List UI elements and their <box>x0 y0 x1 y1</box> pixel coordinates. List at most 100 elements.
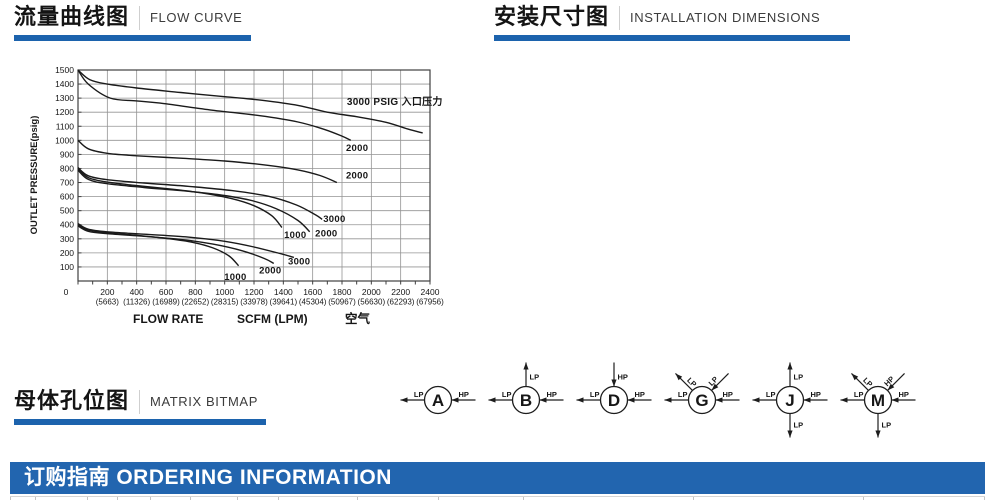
port-left-lp: LP <box>664 390 689 403</box>
port-left-lp: LP <box>752 390 777 403</box>
port-ur-hp: HP <box>882 373 905 391</box>
port-left-lp: LP <box>400 390 425 403</box>
svg-text:HP: HP <box>899 390 909 399</box>
curve-outlet800-inlet1000 <box>77 167 283 228</box>
svg-text:1000: 1000 <box>284 230 306 241</box>
svg-text:3000: 3000 <box>323 214 345 225</box>
flow-curve-header: 流量曲线图 FLOW CURVE <box>14 4 251 41</box>
svg-text:900: 900 <box>60 149 74 159</box>
svg-text:1200: 1200 <box>245 287 264 297</box>
matrix-diagram-D: HP LP HP D <box>576 362 652 415</box>
svg-text:1000: 1000 <box>215 287 234 297</box>
svg-text:300: 300 <box>60 234 74 244</box>
svg-text:(39641): (39641) <box>270 298 298 307</box>
table-column-border <box>35 497 36 500</box>
port-left-lp: LP <box>840 390 865 403</box>
matrix-diagram-B: LP LP HP B <box>488 362 564 415</box>
port-right-hp: HP <box>627 390 652 403</box>
svg-text:FLOW RATE: FLOW RATE <box>133 312 203 326</box>
svg-text:1300: 1300 <box>55 93 74 103</box>
svg-text:LP: LP <box>685 376 698 389</box>
header-divider <box>139 6 141 30</box>
svg-text:200: 200 <box>60 248 74 258</box>
svg-text:600: 600 <box>60 192 74 202</box>
diagram-letter: J <box>785 391 794 410</box>
x-tick-labels: 0 200(5663) 400(11326) 600(16989) 800(22652)… <box>64 287 444 307</box>
port-ur-lp: LP <box>707 373 729 391</box>
table-column-border <box>10 497 11 500</box>
svg-text:(28315): (28315) <box>211 298 239 307</box>
svg-text:1400: 1400 <box>55 79 74 89</box>
curve-outlet800-inlet2000 <box>77 169 311 233</box>
curve-outlet800-inlet3000 <box>77 167 323 220</box>
svg-text:(67956): (67956) <box>416 298 444 307</box>
installation-underline <box>494 35 850 41</box>
svg-text:2400: 2400 <box>421 287 440 297</box>
svg-text:LP: LP <box>530 373 540 382</box>
table-column-border <box>150 497 151 500</box>
table-column-border <box>87 497 88 500</box>
diagram-letter: D <box>608 391 620 410</box>
svg-text:(56630): (56630) <box>358 298 386 307</box>
svg-text:1100: 1100 <box>56 121 75 131</box>
port-circle <box>775 385 805 415</box>
svg-text:800: 800 <box>188 287 202 297</box>
svg-text:LP: LP <box>861 376 874 389</box>
svg-text:400: 400 <box>60 220 74 230</box>
port-down-lp: LP <box>875 413 891 438</box>
svg-text:100: 100 <box>60 262 74 272</box>
port-right-hp: HP <box>803 390 828 403</box>
y-axis-title: OUTLET PRESSURE(psig) <box>29 116 40 235</box>
table-column-border <box>438 497 439 500</box>
chart-ticks <box>77 69 431 285</box>
svg-text:LP: LP <box>794 373 804 382</box>
svg-text:LP: LP <box>707 375 720 388</box>
flow-curves <box>77 69 423 267</box>
svg-text:LP: LP <box>502 390 512 399</box>
svg-text:200: 200 <box>100 287 114 297</box>
svg-text:(16989): (16989) <box>152 298 180 307</box>
svg-text:LP: LP <box>678 390 688 399</box>
diagram-letter: M <box>871 391 885 410</box>
table-column-border <box>984 497 985 500</box>
svg-text:2000: 2000 <box>346 171 368 182</box>
matrix-diagrams-row: LP HP A LP LP HP B HP LP HP D LP LP LP HP G LP LP LP HP J LP H… <box>394 354 922 440</box>
matrix-underline <box>14 419 266 425</box>
svg-text:2000: 2000 <box>315 228 337 239</box>
port-right-hp: HP <box>539 390 564 403</box>
flow-curve-underline <box>14 35 251 41</box>
ordering-information-banner: 订购指南 ORDERING INFORMATION <box>10 462 985 494</box>
flow-curve-chart: 100 200 300 400 500 600 700 800 900 1000 1100 1200 1… <box>20 55 465 347</box>
svg-text:SCFM (LPM): SCFM (LPM) <box>237 312 308 326</box>
port-up-hp: HP <box>611 362 628 387</box>
svg-text:1200: 1200 <box>55 107 74 117</box>
curve-outlet1000-inlet2000 <box>77 139 338 184</box>
curve-outlet400-inlet2000 <box>77 225 275 265</box>
table-column-border <box>693 497 694 500</box>
svg-text:2200: 2200 <box>391 287 410 297</box>
svg-text:400: 400 <box>130 287 144 297</box>
svg-text:0: 0 <box>64 287 69 297</box>
curve-outlet1500-inlet2000 <box>77 69 352 141</box>
y-tick-labels: 100 200 300 400 500 600 700 800 900 1000 1100 1200 1… <box>55 65 74 272</box>
diagram-letter: B <box>520 391 532 410</box>
svg-text:(22652): (22652) <box>182 298 210 307</box>
svg-text:(50967): (50967) <box>328 298 356 307</box>
curve-outlet1500-inlet3000 <box>77 69 423 134</box>
svg-text:HP: HP <box>547 390 557 399</box>
svg-text:HP: HP <box>618 373 628 382</box>
svg-text:(5663): (5663) <box>96 298 119 307</box>
svg-text:(33978): (33978) <box>240 298 268 307</box>
table-column-border <box>117 497 118 500</box>
installation-header: 安装尺寸图 INSTALLATION DIMENSIONS <box>494 4 850 41</box>
svg-text:LP: LP <box>794 421 804 430</box>
svg-text:1400: 1400 <box>274 287 293 297</box>
svg-text:500: 500 <box>60 206 74 216</box>
svg-text:2000: 2000 <box>259 265 281 276</box>
header-divider <box>619 6 621 30</box>
curve-outlet400-inlet3000 <box>77 222 295 259</box>
matrix-header: 母体孔位图 MATRIX BITMAP <box>14 388 266 425</box>
matrix-title-en: MATRIX BITMAP <box>150 394 258 409</box>
svg-text:(45304): (45304) <box>299 298 327 307</box>
